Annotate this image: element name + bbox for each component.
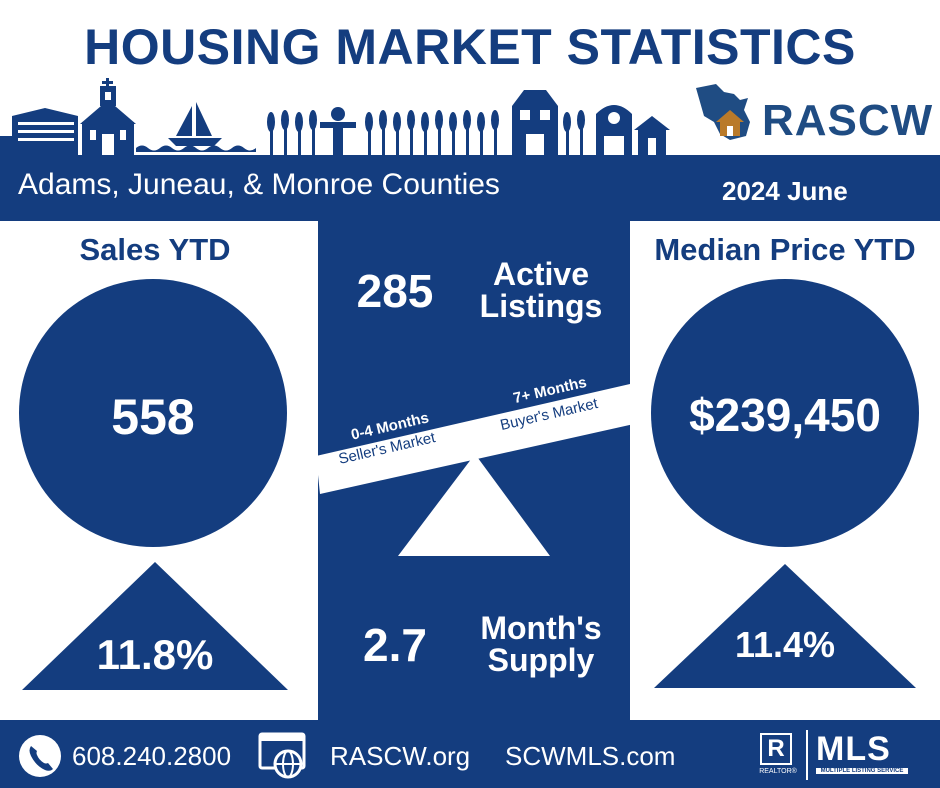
footer-bar: [0, 720, 940, 788]
website-link-scwmls[interactable]: SCWMLS.com: [505, 741, 676, 771]
median-up-triangle-icon: [654, 564, 916, 688]
sales-ytd-value: 558: [111, 389, 195, 445]
months-supply-label-line1: Month's: [480, 610, 602, 646]
realtor-logo-icon: R: [760, 733, 792, 765]
wisconsin-house-logo-icon: [696, 84, 750, 140]
sales-up-triangle-icon: [22, 562, 288, 690]
counties-label: Adams, Juneau, & Monroe Counties: [18, 168, 500, 201]
phone-number[interactable]: 608.240.2800: [72, 741, 232, 771]
median-change-value: 11.4%: [734, 624, 836, 665]
phone-icon: [19, 735, 61, 777]
months-supply-value: 2.7: [363, 619, 427, 671]
market-scale-seesaw: [316, 384, 634, 556]
mls-logo-subtitle: MULTIPLE LISTING SERVICE: [816, 768, 908, 774]
active-listings-value: 285: [356, 265, 434, 317]
realtor-mark: R: [767, 735, 785, 762]
report-period: 2024 June: [722, 176, 848, 206]
logo-divider: [806, 730, 808, 780]
header-band: [0, 155, 940, 221]
months-supply-label-line2: Supply: [487, 642, 595, 678]
median-price-label: Median Price YTD: [654, 232, 916, 267]
mls-logo-text: MLS: [816, 730, 891, 768]
sales-ytd-label: Sales YTD: [79, 232, 231, 267]
active-listings-label-line2: Listings: [479, 288, 603, 324]
website-link-rascw[interactable]: RASCW.org: [330, 741, 471, 771]
globe-browser-icon: [258, 732, 306, 779]
sales-change-value: 11.8%: [96, 631, 214, 678]
active-listings-label-line1: Active: [492, 256, 590, 292]
median-price-circle: [651, 279, 919, 547]
page-title: HOUSING MARKET STATISTICS: [84, 19, 856, 75]
sales-circle: [19, 279, 287, 547]
median-price-value: $239,450: [689, 389, 881, 441]
town-skyline-illustration: [0, 78, 670, 156]
rascw-logo-text: RASCW: [762, 96, 934, 145]
realtor-caption: REALTOR®: [759, 768, 797, 775]
